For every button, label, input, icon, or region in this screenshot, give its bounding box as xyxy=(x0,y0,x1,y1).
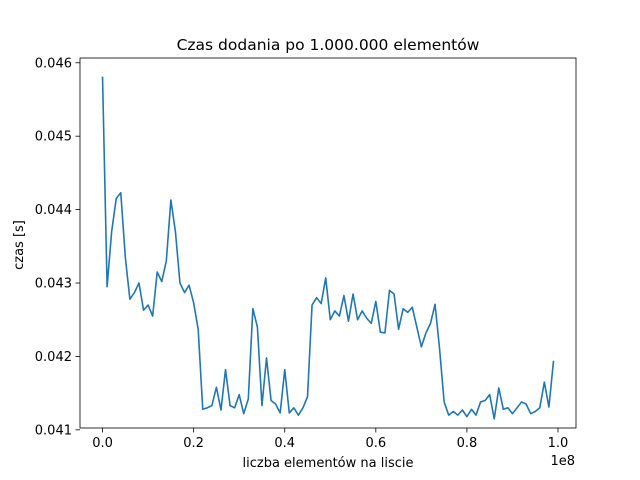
y-tick-label: 0.043 xyxy=(35,277,72,292)
x-tick-label: 0.4 xyxy=(274,436,295,451)
chart-title: Czas dodania po 1.000.000 elementów xyxy=(177,36,480,54)
axes-frame xyxy=(79,57,577,429)
y-tick-label: 0.046 xyxy=(35,56,72,71)
y-tick-label: 0.041 xyxy=(35,423,72,438)
x-axis-title: liczba elementów na liscie xyxy=(243,456,414,471)
x-tick-label: 0.6 xyxy=(365,436,386,451)
x-tick-label: 1.0 xyxy=(548,436,569,451)
series-line-1 xyxy=(101,76,555,420)
x-tick-label: 0.0 xyxy=(92,436,113,451)
plot-area: 0.0 0.2 0.4 0.6 0.8 1.0 0.041 0.042 0.043 0.044 0.… xyxy=(35,56,577,451)
y-axis-title: czas [s] xyxy=(12,220,27,270)
x-axis-offset-label: 1e8 xyxy=(550,454,575,469)
x-tick-label: 0.8 xyxy=(457,436,478,451)
x-tick-label: 0.2 xyxy=(183,436,204,451)
y-tick-label: 0.045 xyxy=(35,130,72,145)
y-tick-label: 0.044 xyxy=(35,203,72,218)
y-tick-label: 0.042 xyxy=(35,350,72,365)
